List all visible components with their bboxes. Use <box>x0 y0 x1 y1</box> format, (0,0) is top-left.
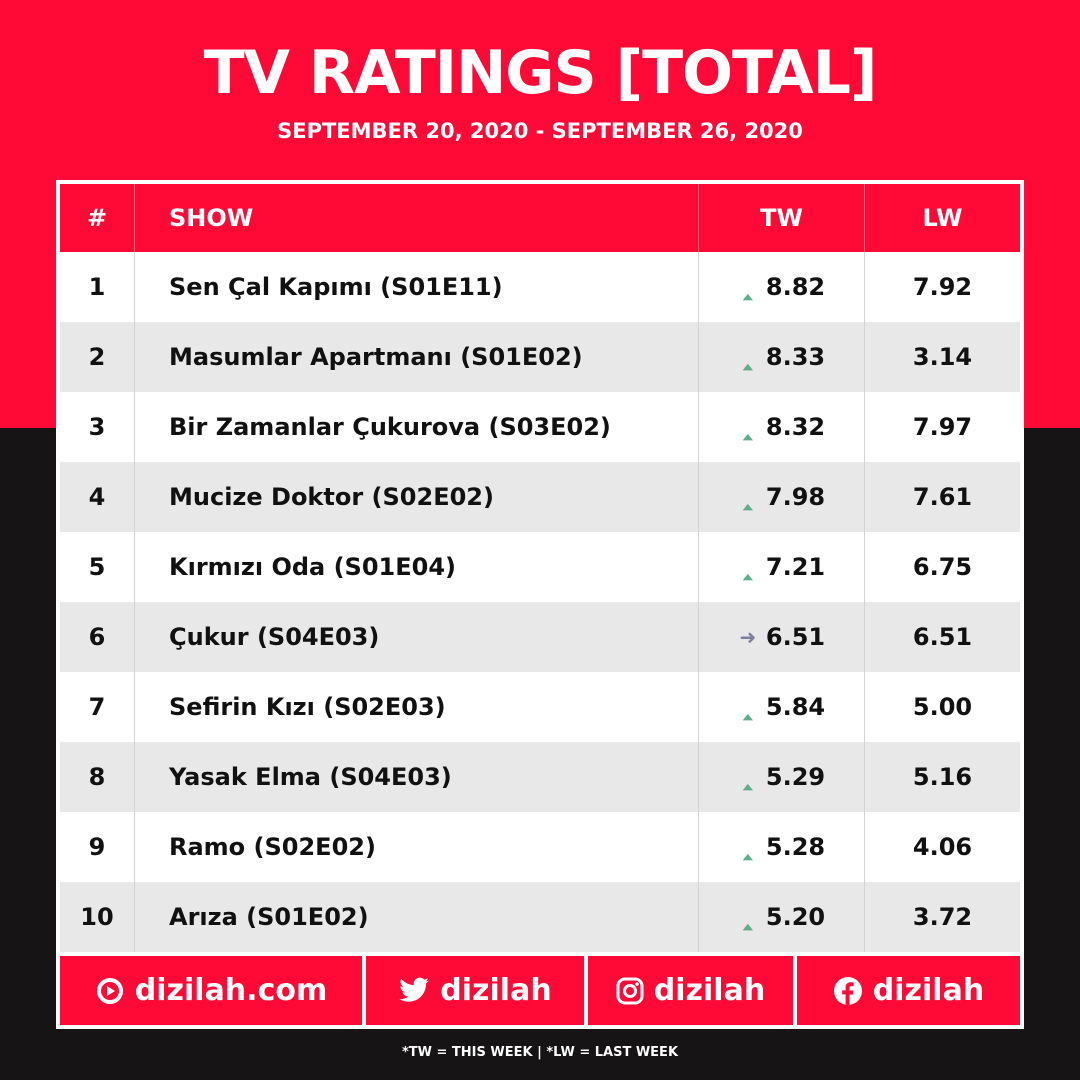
header-last-week: LW <box>864 184 1020 252</box>
facebook-icon <box>833 976 862 1005</box>
show-cell: Bir Zamanlar Çukurova (S03E02) <box>134 392 698 462</box>
show-cell: Mucize Doktor (S02E02) <box>134 462 698 532</box>
instagram-handle: dizilah <box>653 973 766 1008</box>
table-row: 5 Kırmızı Oda (S01E04) 🢑 7.21 6.75 <box>60 532 1020 602</box>
this-week-cell: 🢑 7.98 <box>698 462 864 532</box>
table-row: 1 Sen Çal Kapımı (S01E11) 🢑 8.82 7.92 <box>60 252 1020 322</box>
arrow-up-icon: 🢑 <box>742 555 754 579</box>
show-cell: Ramo (S02E02) <box>134 812 698 882</box>
table-row: 9 Ramo (S02E02) 🢑 5.28 4.06 <box>60 812 1020 882</box>
this-week-value: 8.82 <box>765 273 826 301</box>
website-label: dizilah.com <box>134 973 328 1008</box>
twitter-link[interactable]: dizilah <box>366 956 584 1025</box>
last-week-cell: 7.92 <box>864 252 1020 322</box>
this-week-value: 8.32 <box>765 413 826 441</box>
show-cell: Yasak Elma (S04E03) <box>134 742 698 812</box>
website-link[interactable]: dizilah.com <box>60 956 362 1025</box>
date-range-subtitle: SEPTEMBER 20, 2020 - SEPTEMBER 26, 2020 <box>277 119 803 143</box>
show-cell: Kırmızı Oda (S01E04) <box>134 532 698 602</box>
dizilah-logo-icon <box>96 977 123 1004</box>
show-cell: Sefirin Kızı (S02E03) <box>134 672 698 742</box>
twitter-handle: dizilah <box>440 973 552 1008</box>
last-week-cell: 5.00 <box>864 672 1020 742</box>
arrow-up-icon: 🢑 <box>742 835 754 859</box>
last-week-cell: 4.06 <box>864 812 1020 882</box>
last-week-cell: 3.72 <box>864 882 1020 952</box>
this-week-cell: 🢑 8.32 <box>698 392 864 462</box>
table-row: 10 Arıza (S01E02) 🢑 5.20 3.72 <box>60 882 1020 952</box>
this-week-value: 6.51 <box>765 623 826 651</box>
table-row: 2 Masumlar Apartmanı (S01E02) 🢑 8.33 3.14 <box>60 322 1020 392</box>
this-week-cell: 🢑 5.29 <box>698 742 864 812</box>
rank-cell: 6 <box>88 623 106 651</box>
rank-cell: 1 <box>88 273 106 301</box>
this-week-cell: 🢑 8.33 <box>698 322 864 392</box>
last-week-cell: 5.16 <box>864 742 1020 812</box>
table-header: # SHOW TW LW <box>60 184 1020 252</box>
legend-note: *TW = THIS WEEK | *LW = LAST WEEK <box>401 1045 679 1060</box>
this-week-value: 5.84 <box>765 693 826 721</box>
facebook-handle: dizilah <box>872 973 985 1008</box>
arrow-up-icon: 🢑 <box>742 765 754 789</box>
this-week-value: 7.21 <box>765 553 826 581</box>
show-cell: Sen Çal Kapımı (S01E11) <box>134 252 698 322</box>
this-week-value: 5.29 <box>765 763 826 791</box>
this-week-cell: 🢑 5.28 <box>698 812 864 882</box>
rank-cell: 7 <box>88 693 106 721</box>
table-row: 4 Mucize Doktor (S02E02) 🢑 7.98 7.61 <box>60 462 1020 532</box>
facebook-link[interactable]: dizilah <box>797 956 1020 1025</box>
arrow-up-icon: 🢑 <box>742 905 754 929</box>
instagram-icon <box>616 977 644 1004</box>
table-row: 3 Bir Zamanlar Çukurova (S03E02) 🢑 8.32 7.97 <box>60 392 1020 462</box>
rank-cell: 9 <box>88 833 106 861</box>
this-week-value: 8.33 <box>765 343 826 371</box>
ratings-card: # SHOW TW LW 1 Sen Çal Kapımı (S01E11) 🢑 8.… <box>56 180 1024 1029</box>
header-this-week: TW <box>698 184 864 252</box>
this-week-cell: 🢑 8.82 <box>698 252 864 322</box>
this-week-value: 5.28 <box>765 833 826 861</box>
table-row: 7 Sefirin Kızı (S02E03) 🢑 5.84 5.00 <box>60 672 1020 742</box>
header-show: SHOW <box>134 184 698 252</box>
rank-cell: 8 <box>88 763 106 791</box>
last-week-cell: 7.61 <box>864 462 1020 532</box>
arrow-up-icon: 🢑 <box>742 345 754 369</box>
this-week-cell: 🢑 7.21 <box>698 532 864 602</box>
this-week-value: 7.98 <box>765 483 826 511</box>
last-week-cell: 3.14 <box>864 322 1020 392</box>
arrow-up-icon: 🢑 <box>742 485 754 509</box>
rank-cell: 5 <box>88 553 106 581</box>
social-footer: dizilah.com dizilah dizilah dizilah <box>60 956 1020 1025</box>
arrow-up-icon: 🢑 <box>742 415 754 439</box>
header-rank: # <box>86 204 108 232</box>
show-cell: Masumlar Apartmanı (S01E02) <box>134 322 698 392</box>
table-row: 6 Çukur (S04E03) ➜ 6.51 6.51 <box>60 602 1020 672</box>
this-week-cell: 🢑 5.84 <box>698 672 864 742</box>
show-cell: Arıza (S01E02) <box>134 882 698 952</box>
twitter-icon <box>399 977 430 1002</box>
page-title: TV RATINGS [TOTAL] <box>203 38 878 108</box>
arrow-right-icon: ➜ <box>739 625 757 649</box>
last-week-cell: 7.97 <box>864 392 1020 462</box>
rank-cell: 2 <box>88 343 106 371</box>
last-week-cell: 6.51 <box>864 602 1020 672</box>
arrow-up-icon: 🢑 <box>742 695 754 719</box>
rank-cell: 10 <box>80 903 114 931</box>
table-row: 8 Yasak Elma (S04E03) 🢑 5.29 5.16 <box>60 742 1020 812</box>
arrow-up-icon: 🢑 <box>742 275 754 299</box>
this-week-value: 5.20 <box>765 903 826 931</box>
last-week-cell: 6.75 <box>864 532 1020 602</box>
show-cell: Çukur (S04E03) <box>134 602 698 672</box>
instagram-link[interactable]: dizilah <box>588 956 793 1025</box>
rank-cell: 4 <box>88 483 106 511</box>
rank-cell: 3 <box>88 413 106 441</box>
this-week-cell: ➜ 6.51 <box>698 602 864 672</box>
this-week-cell: 🢑 5.20 <box>698 882 864 952</box>
